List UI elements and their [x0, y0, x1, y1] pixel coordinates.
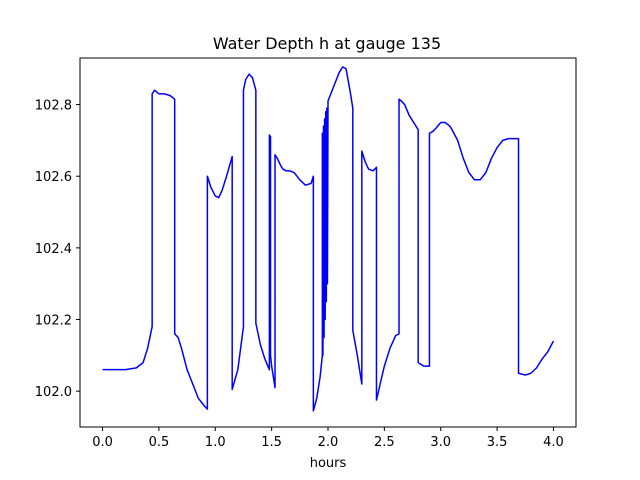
- plot-area: [102, 66, 555, 412]
- x-tick-label: 0.5: [149, 435, 170, 450]
- x-tick-label: 0.0: [92, 435, 113, 450]
- y-tick-label: 102.4: [35, 242, 72, 257]
- series-line-0: [102, 66, 555, 412]
- x-tick-label: 4.0: [543, 435, 564, 450]
- x-tick-label: 2.0: [318, 435, 339, 450]
- y-tick-label: 102.6: [35, 170, 72, 185]
- y-axis: 102.0 102.2 102.4 102.6 102.8: [35, 99, 80, 400]
- x-tick-label: 3.5: [487, 435, 508, 450]
- x-tick-label: 1.5: [261, 435, 282, 450]
- x-tick-label: 3.0: [430, 435, 451, 450]
- y-tick-label: 102.2: [35, 314, 72, 329]
- y-tick-label: 102.8: [35, 99, 72, 114]
- x-tick-label: 2.5: [374, 435, 395, 450]
- y-tick-label: 102.0: [35, 385, 72, 400]
- chart-title: Water Depth h at gauge 135: [213, 34, 441, 53]
- x-axis-label: hours: [310, 456, 347, 471]
- x-axis: 0.0 0.5 1.0 1.5 2.0 2.5 3.0 3.5 4.0: [92, 427, 564, 450]
- x-tick-label: 1.0: [205, 435, 226, 450]
